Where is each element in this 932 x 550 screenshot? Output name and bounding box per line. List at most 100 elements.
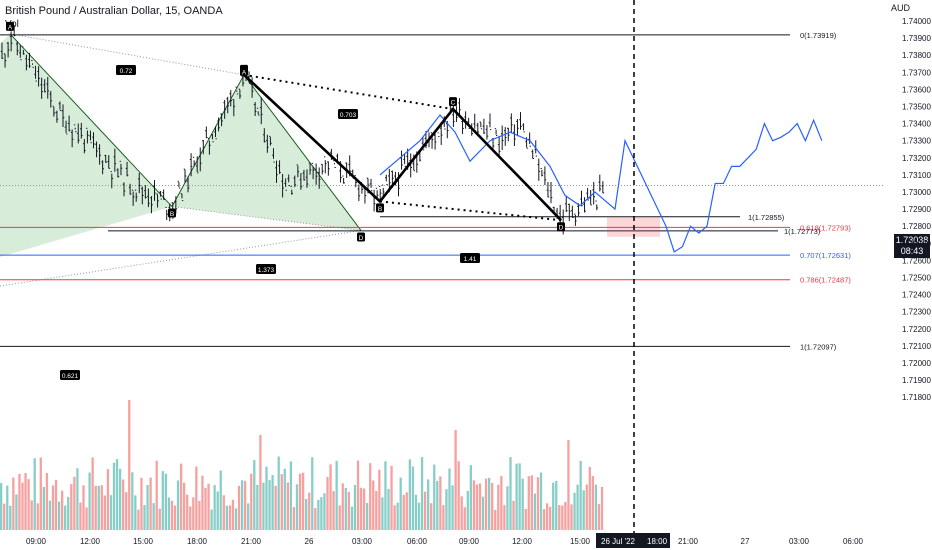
volume-bar <box>27 479 30 530</box>
volume-bar <box>317 499 320 530</box>
volume-bar <box>475 484 479 530</box>
volume-bar <box>9 505 12 530</box>
candle <box>208 138 211 155</box>
volume-bar <box>555 480 558 530</box>
candle <box>272 148 275 163</box>
candle <box>156 193 159 208</box>
candle <box>369 178 373 192</box>
volume-bar <box>478 483 482 530</box>
volume-bar <box>289 461 293 530</box>
candle <box>589 190 592 206</box>
volume-bar <box>521 478 524 530</box>
candle <box>43 79 46 93</box>
volume-bar <box>39 457 42 530</box>
candle <box>223 99 226 119</box>
volume-bar <box>579 461 582 530</box>
candle <box>519 112 522 130</box>
volume-bar <box>527 476 530 530</box>
candle <box>144 185 147 199</box>
candle <box>37 66 40 87</box>
candle <box>287 174 290 187</box>
candle <box>314 163 318 185</box>
candle <box>290 186 294 195</box>
volume-bar <box>408 459 411 530</box>
volume-bar <box>393 505 396 530</box>
volume-bar <box>399 477 402 530</box>
volume-bar <box>427 479 430 530</box>
volume-bar <box>70 484 73 530</box>
y-tick-label: 1.72700 <box>902 239 931 248</box>
candle <box>64 120 68 135</box>
volume-bar <box>442 505 445 530</box>
candle <box>522 123 525 133</box>
volume-bar <box>146 484 149 530</box>
volume-bar <box>430 503 433 530</box>
volume-bar <box>42 486 45 530</box>
candle <box>217 117 220 132</box>
candle <box>580 190 583 207</box>
candle <box>28 52 31 68</box>
candle <box>400 150 403 170</box>
volume-bar <box>552 482 555 530</box>
volume-bar <box>67 496 70 530</box>
candle <box>259 97 263 125</box>
candle <box>214 126 217 140</box>
x-highlight-date: 26 Jul '22 <box>601 537 636 546</box>
volume-bar <box>509 457 512 530</box>
candle <box>31 60 34 68</box>
volume-bar <box>170 500 174 530</box>
volume-bar <box>189 506 192 530</box>
candle <box>461 118 464 135</box>
volume-bar <box>469 465 472 530</box>
candle <box>494 128 498 137</box>
x-tick-label: 15:00 <box>133 537 154 546</box>
harmonic-bcd-fill <box>172 74 361 231</box>
volume-bar <box>436 480 439 530</box>
volume-bar <box>167 497 171 530</box>
y-tick-label: 1.72000 <box>902 359 931 368</box>
volume-bar <box>305 498 308 530</box>
volume-bar <box>76 468 79 530</box>
volume-bar <box>21 482 24 530</box>
y-tick-label: 1.73500 <box>902 103 931 112</box>
ratio-label: 1.41 <box>464 256 477 263</box>
volume-bar <box>369 463 372 530</box>
volume-bar <box>195 466 198 530</box>
candle <box>116 168 120 178</box>
volume-bar <box>570 504 573 530</box>
harmonic-xab-fill <box>0 33 172 257</box>
candle <box>104 154 107 163</box>
volume-bar <box>463 507 466 530</box>
volume-bar <box>530 475 533 530</box>
volume-bar <box>484 478 488 530</box>
candle <box>574 213 577 226</box>
harmonic-1-ratio-line <box>0 229 362 287</box>
volume-bar <box>134 495 137 530</box>
candle <box>226 96 229 114</box>
candle <box>479 121 483 130</box>
volume-bar <box>375 491 378 530</box>
volume-bar <box>100 485 103 530</box>
volume-bar <box>439 476 442 530</box>
candle <box>6 41 10 58</box>
candle <box>330 148 333 160</box>
last-price-badge: 1.73038 08:43 <box>894 234 930 258</box>
point-label-box <box>240 66 248 76</box>
fib-level-label: 1(1.72097) <box>800 342 837 351</box>
volume-bar <box>198 500 201 530</box>
candle <box>153 180 156 201</box>
harmonic-2-leg <box>243 73 562 222</box>
candle <box>76 123 80 144</box>
volume-bar <box>515 463 518 530</box>
volume-bar <box>152 503 155 530</box>
candle <box>528 132 531 147</box>
candle <box>137 172 141 194</box>
candle <box>119 160 123 176</box>
volume-bar <box>176 480 180 530</box>
candle <box>177 180 181 189</box>
point-label-box <box>449 97 457 107</box>
volume-bar <box>274 485 277 530</box>
fib-level-label: 0(1.73919) <box>800 31 837 40</box>
candle <box>229 90 233 107</box>
